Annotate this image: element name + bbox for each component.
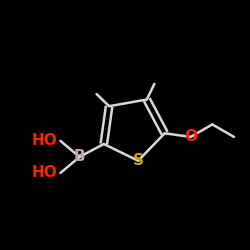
Text: S: S bbox=[133, 153, 144, 168]
Text: B: B bbox=[74, 150, 85, 164]
Text: O: O bbox=[184, 130, 197, 144]
Text: HO: HO bbox=[32, 166, 58, 180]
Text: HO: HO bbox=[32, 133, 58, 148]
